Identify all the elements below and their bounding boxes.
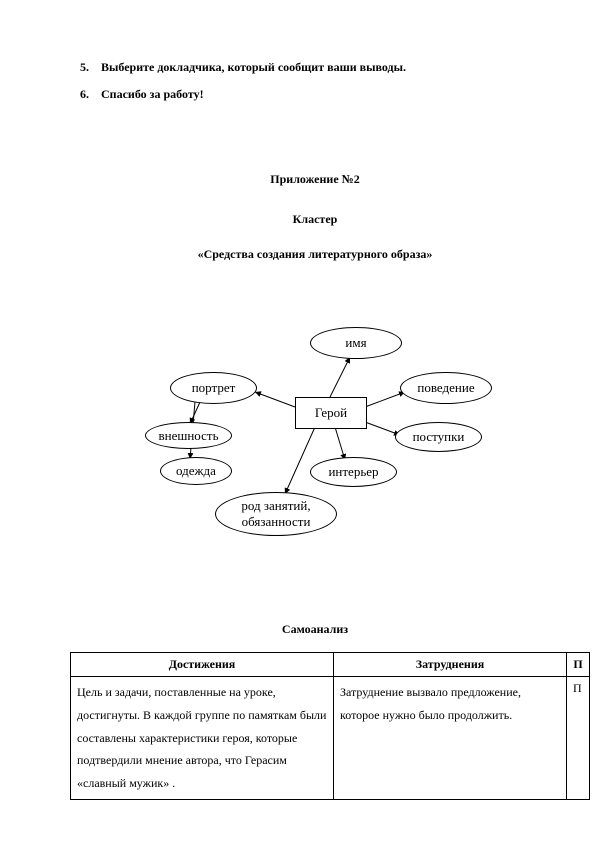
list-item-6: 6. Спасибо за работу! (80, 87, 550, 102)
table-header-row: Достижения Затруднения П (71, 653, 590, 677)
diagram-node-occup: род занятий, обязанности (215, 492, 337, 536)
table-cell: П (567, 677, 590, 800)
list-number: 5. (80, 60, 98, 75)
list-text: Спасибо за работу! (101, 87, 204, 101)
diagram-edge (365, 422, 400, 435)
diagram-node-name: имя (310, 327, 402, 359)
diagram-node-behavior: поведение (400, 372, 492, 404)
table-header: Затруднения (334, 653, 567, 677)
list-number: 6. (80, 87, 98, 102)
cluster-title: Кластер (80, 212, 550, 227)
appendix-title: Приложение №2 (80, 172, 550, 187)
diagram-edge (330, 357, 350, 397)
diagram-node-clothes: одежда (160, 457, 232, 485)
diagram-edge (365, 392, 405, 407)
diagram-node-look: внешность (145, 422, 232, 449)
diagram-node-acts: поступки (395, 422, 482, 452)
list-text: Выберите докладчика, который сообщит ваш… (101, 60, 406, 74)
cluster-subtitle: «Средства создания литературного образа» (80, 247, 550, 262)
diagram-center-node: Герой (295, 397, 367, 429)
self-analysis-title: Самоанализ (80, 622, 550, 637)
diagram-edge (255, 392, 295, 407)
table-cell: Цель и задачи, поставленные на уроке, до… (71, 677, 334, 800)
diagram-node-portrait: портрет (170, 372, 257, 404)
list-item-5: 5. Выберите докладчика, который сообщит … (80, 60, 550, 75)
diagram-node-interior: интерьер (310, 457, 397, 487)
page-content: 5. Выберите докладчика, который сообщит … (80, 60, 550, 800)
table-row: Цель и задачи, поставленные на уроке, до… (71, 677, 590, 800)
cluster-diagram: Герой имя портрет поведение внешность поступк… (140, 322, 500, 552)
table-header: П (567, 653, 590, 677)
analysis-table: Достижения Затруднения П Цель и задачи, … (70, 652, 590, 800)
diagram-edge (335, 427, 345, 460)
diagram-edge (285, 427, 315, 494)
table-cell: Затруднение вызвало предложение, которое… (334, 677, 567, 800)
table-header: Достижения (71, 653, 334, 677)
